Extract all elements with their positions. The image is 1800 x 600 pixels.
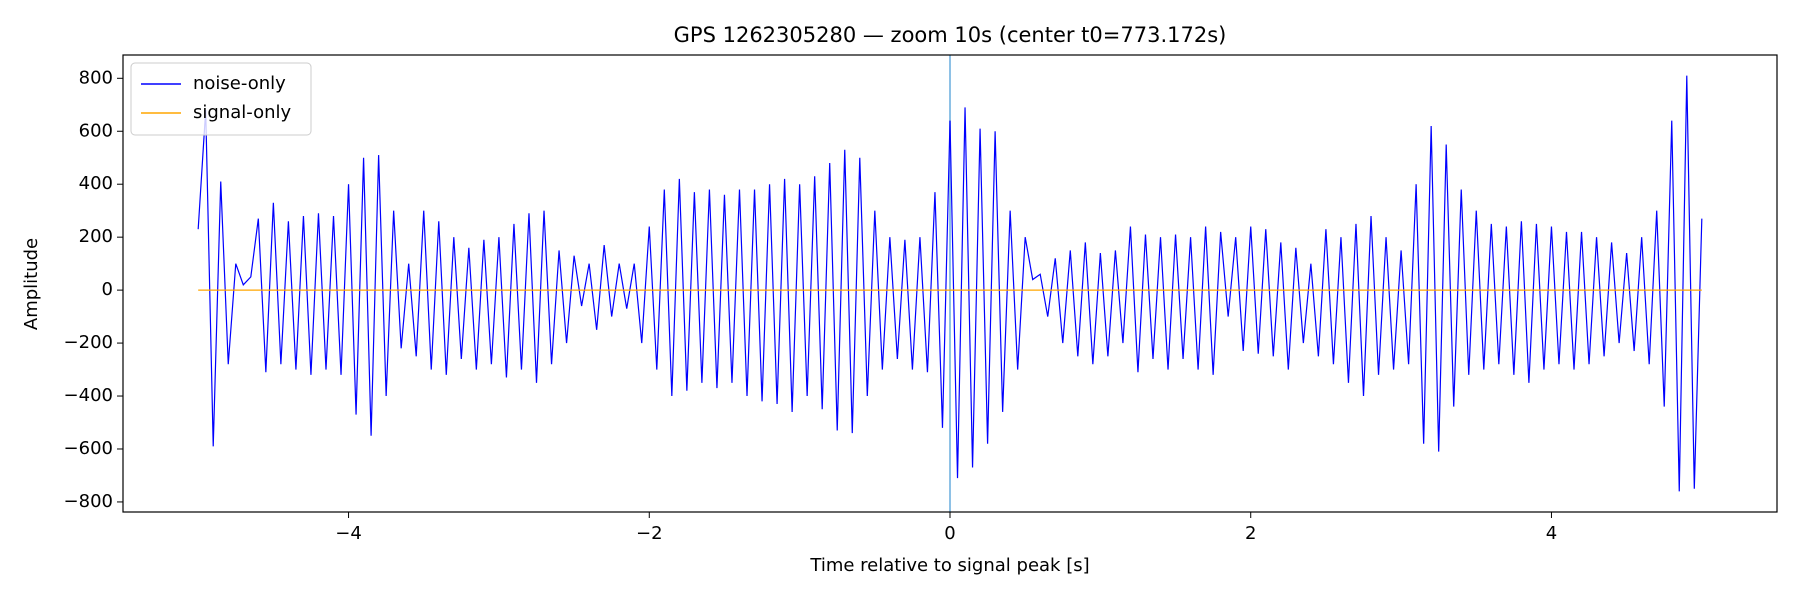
x-tick-label: −2 (636, 523, 663, 544)
y-tick-label: 200 (79, 226, 113, 247)
y-tick-label: 800 (79, 67, 113, 88)
y-tick-label: −600 (64, 438, 113, 459)
x-tick-label: 4 (1546, 523, 1557, 544)
x-tick-label: −4 (335, 523, 362, 544)
y-tick-label: 400 (79, 173, 113, 194)
x-axis-label: Time relative to signal peak [s] (809, 555, 1089, 576)
legend-label: noise-only (193, 73, 286, 94)
axes-frame (122, 54, 1778, 513)
y-tick-label: −200 (64, 332, 113, 353)
legend-box (130, 62, 312, 136)
x-tick-label: 2 (1245, 523, 1256, 544)
y-tick-label: −800 (64, 491, 113, 512)
y-tick-label: 0 (102, 279, 113, 300)
x-tick-label: 0 (944, 523, 955, 544)
y-axis-label: Amplitude (21, 238, 42, 330)
y-tick-label: 600 (79, 120, 113, 141)
chart-title: GPS 1262305280 — zoom 10s (center t0=773… (674, 23, 1227, 47)
series-line (197, 75, 1703, 492)
y-tick-label: −400 (64, 385, 113, 406)
legend-label: signal-only (193, 102, 291, 123)
